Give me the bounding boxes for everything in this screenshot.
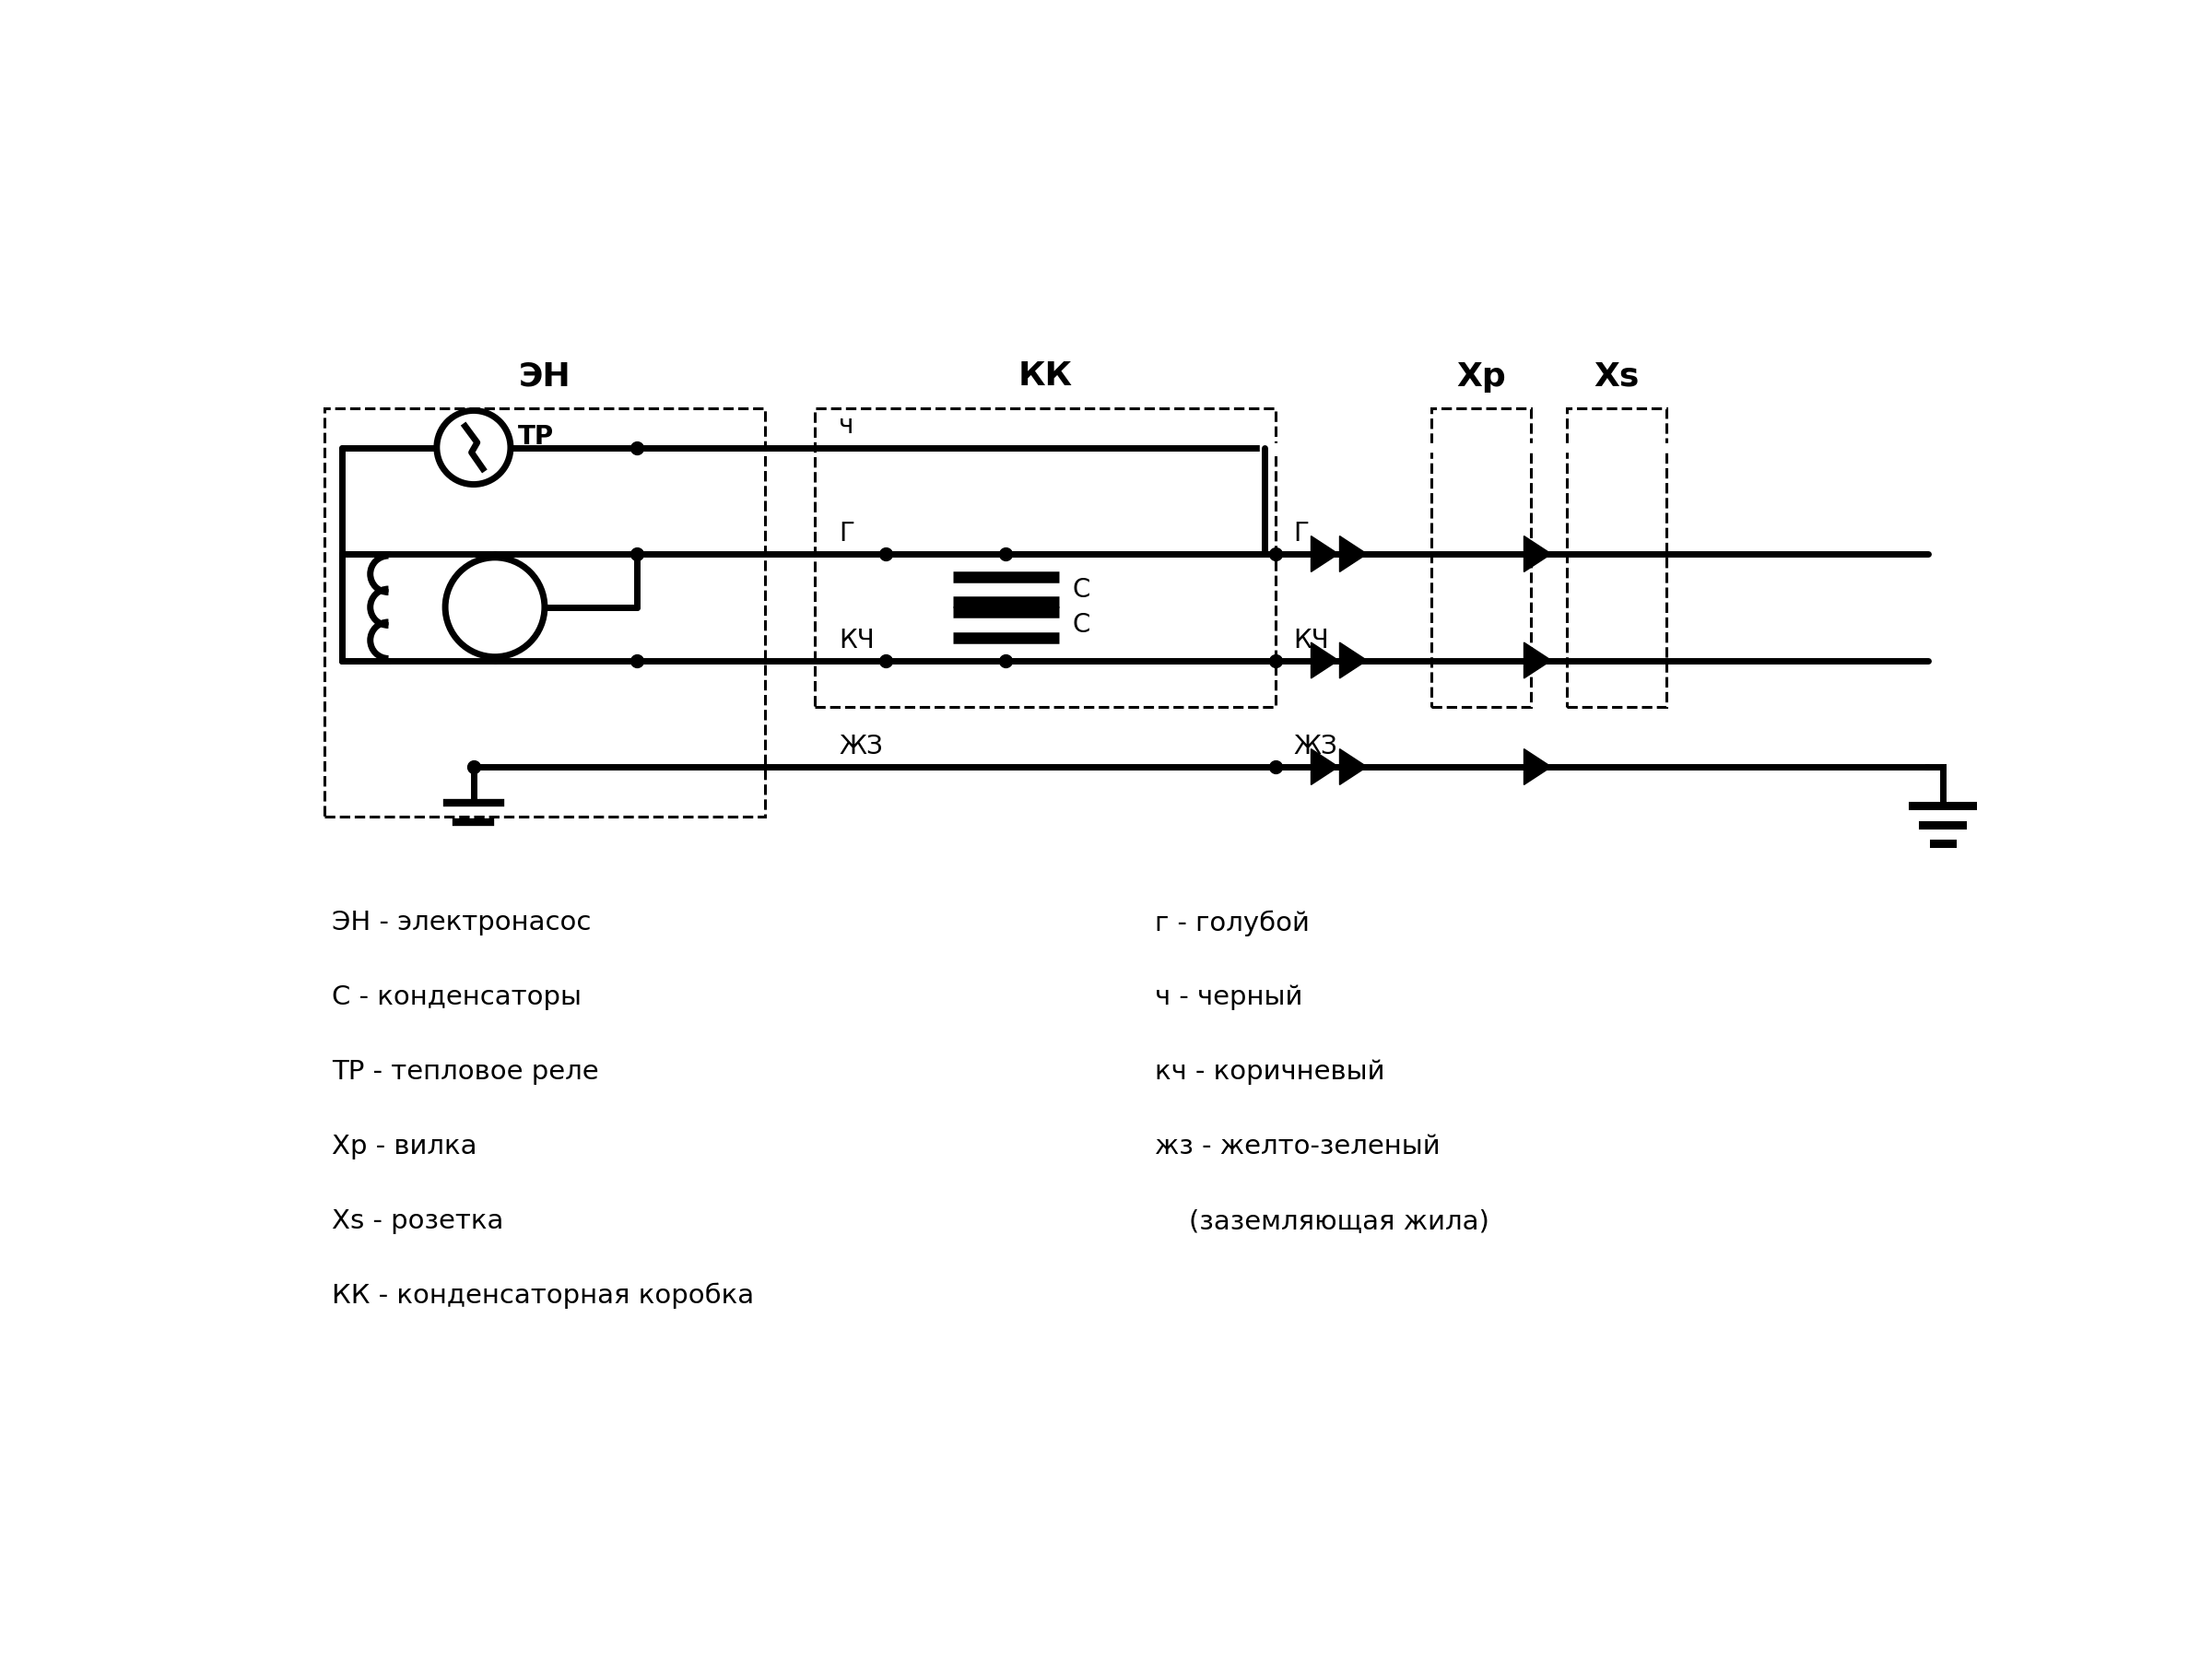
Polygon shape bbox=[1524, 642, 1551, 679]
Text: КЧ: КЧ bbox=[1294, 627, 1329, 654]
Text: жз - желто-зеленый: жз - желто-зеленый bbox=[1155, 1133, 1440, 1160]
Text: ЭН - электронасос: ЭН - электронасос bbox=[332, 911, 591, 936]
Text: кч - коричневый: кч - коричневый bbox=[1155, 1058, 1385, 1085]
Text: КЧ: КЧ bbox=[838, 627, 876, 654]
Text: Xs - розетка: Xs - розетка bbox=[332, 1208, 504, 1234]
Circle shape bbox=[445, 557, 544, 657]
Polygon shape bbox=[1340, 536, 1367, 572]
Text: ЖЗ: ЖЗ bbox=[1294, 733, 1338, 760]
Text: Г: Г bbox=[838, 521, 854, 547]
Text: КК: КК bbox=[1018, 362, 1073, 392]
Polygon shape bbox=[1312, 536, 1338, 572]
Bar bbox=[1431, 408, 1531, 707]
Text: Xs: Xs bbox=[1593, 362, 1639, 392]
Text: С: С bbox=[1073, 577, 1091, 602]
Text: ЭН: ЭН bbox=[518, 362, 571, 392]
Text: ч: ч bbox=[838, 413, 854, 440]
Text: ч - черный: ч - черный bbox=[1155, 984, 1303, 1010]
Text: КК - конденсаторная коробка: КК - конденсаторная коробка bbox=[332, 1282, 754, 1309]
Text: г - голубой: г - голубой bbox=[1155, 909, 1310, 936]
Polygon shape bbox=[1340, 642, 1367, 679]
Text: С - конденсаторы: С - конденсаторы bbox=[332, 984, 582, 1010]
Bar bbox=[1566, 408, 1666, 707]
Text: ТР: ТР bbox=[518, 425, 553, 450]
Text: (заземляющая жила): (заземляющая жила) bbox=[1155, 1208, 1489, 1234]
Polygon shape bbox=[1340, 748, 1367, 785]
Polygon shape bbox=[1312, 748, 1338, 785]
Text: ТР - тепловое реле: ТР - тепловое реле bbox=[332, 1058, 599, 1085]
Polygon shape bbox=[1524, 748, 1551, 785]
Circle shape bbox=[436, 410, 511, 484]
Text: Хр - вилка: Хр - вилка bbox=[332, 1133, 478, 1160]
Polygon shape bbox=[1524, 536, 1551, 572]
Polygon shape bbox=[1312, 642, 1338, 679]
Text: Г: Г bbox=[1294, 521, 1310, 547]
Bar bbox=[325, 408, 765, 816]
Bar bbox=[814, 408, 1276, 707]
Text: Хр: Хр bbox=[1458, 362, 1506, 392]
Text: ЖЗ: ЖЗ bbox=[838, 733, 883, 760]
Text: С: С bbox=[1073, 612, 1091, 637]
